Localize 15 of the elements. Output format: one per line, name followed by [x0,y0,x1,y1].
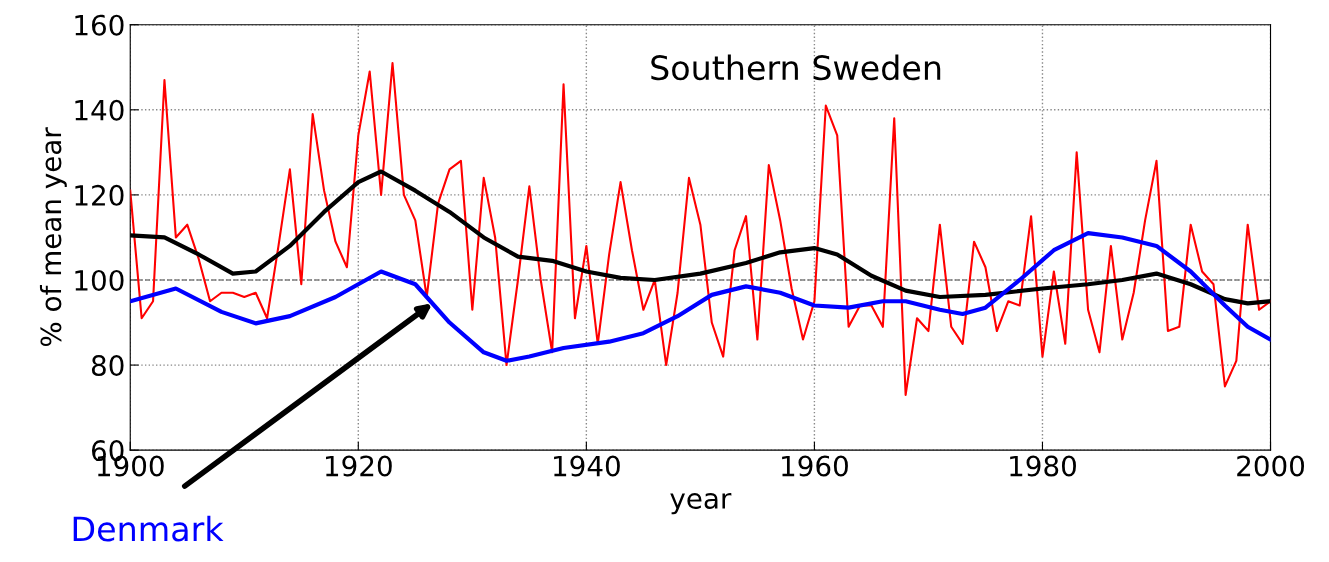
y-tick-label: 100 [75,269,124,291]
y-tick-label: 140 [75,99,124,121]
text: Denmark [73,515,224,542]
x-tick-label: 1940 [554,455,620,477]
y-axis-title: % of mean year [39,127,67,347]
y-tick-label: 80 [91,355,124,377]
x-tick-label: 1980 [1010,455,1076,477]
line-series [130,231,1271,363]
x-tick-label: 1920 [326,455,392,477]
text: Southern Sweden [651,54,941,81]
x-axis-title: year [670,493,732,515]
y-tick-label: 120 [75,184,124,206]
x-tick-label: 1960 [782,455,848,477]
x-tick-label: 2000 [1237,455,1305,477]
y-tick-label: 160 [75,14,124,36]
